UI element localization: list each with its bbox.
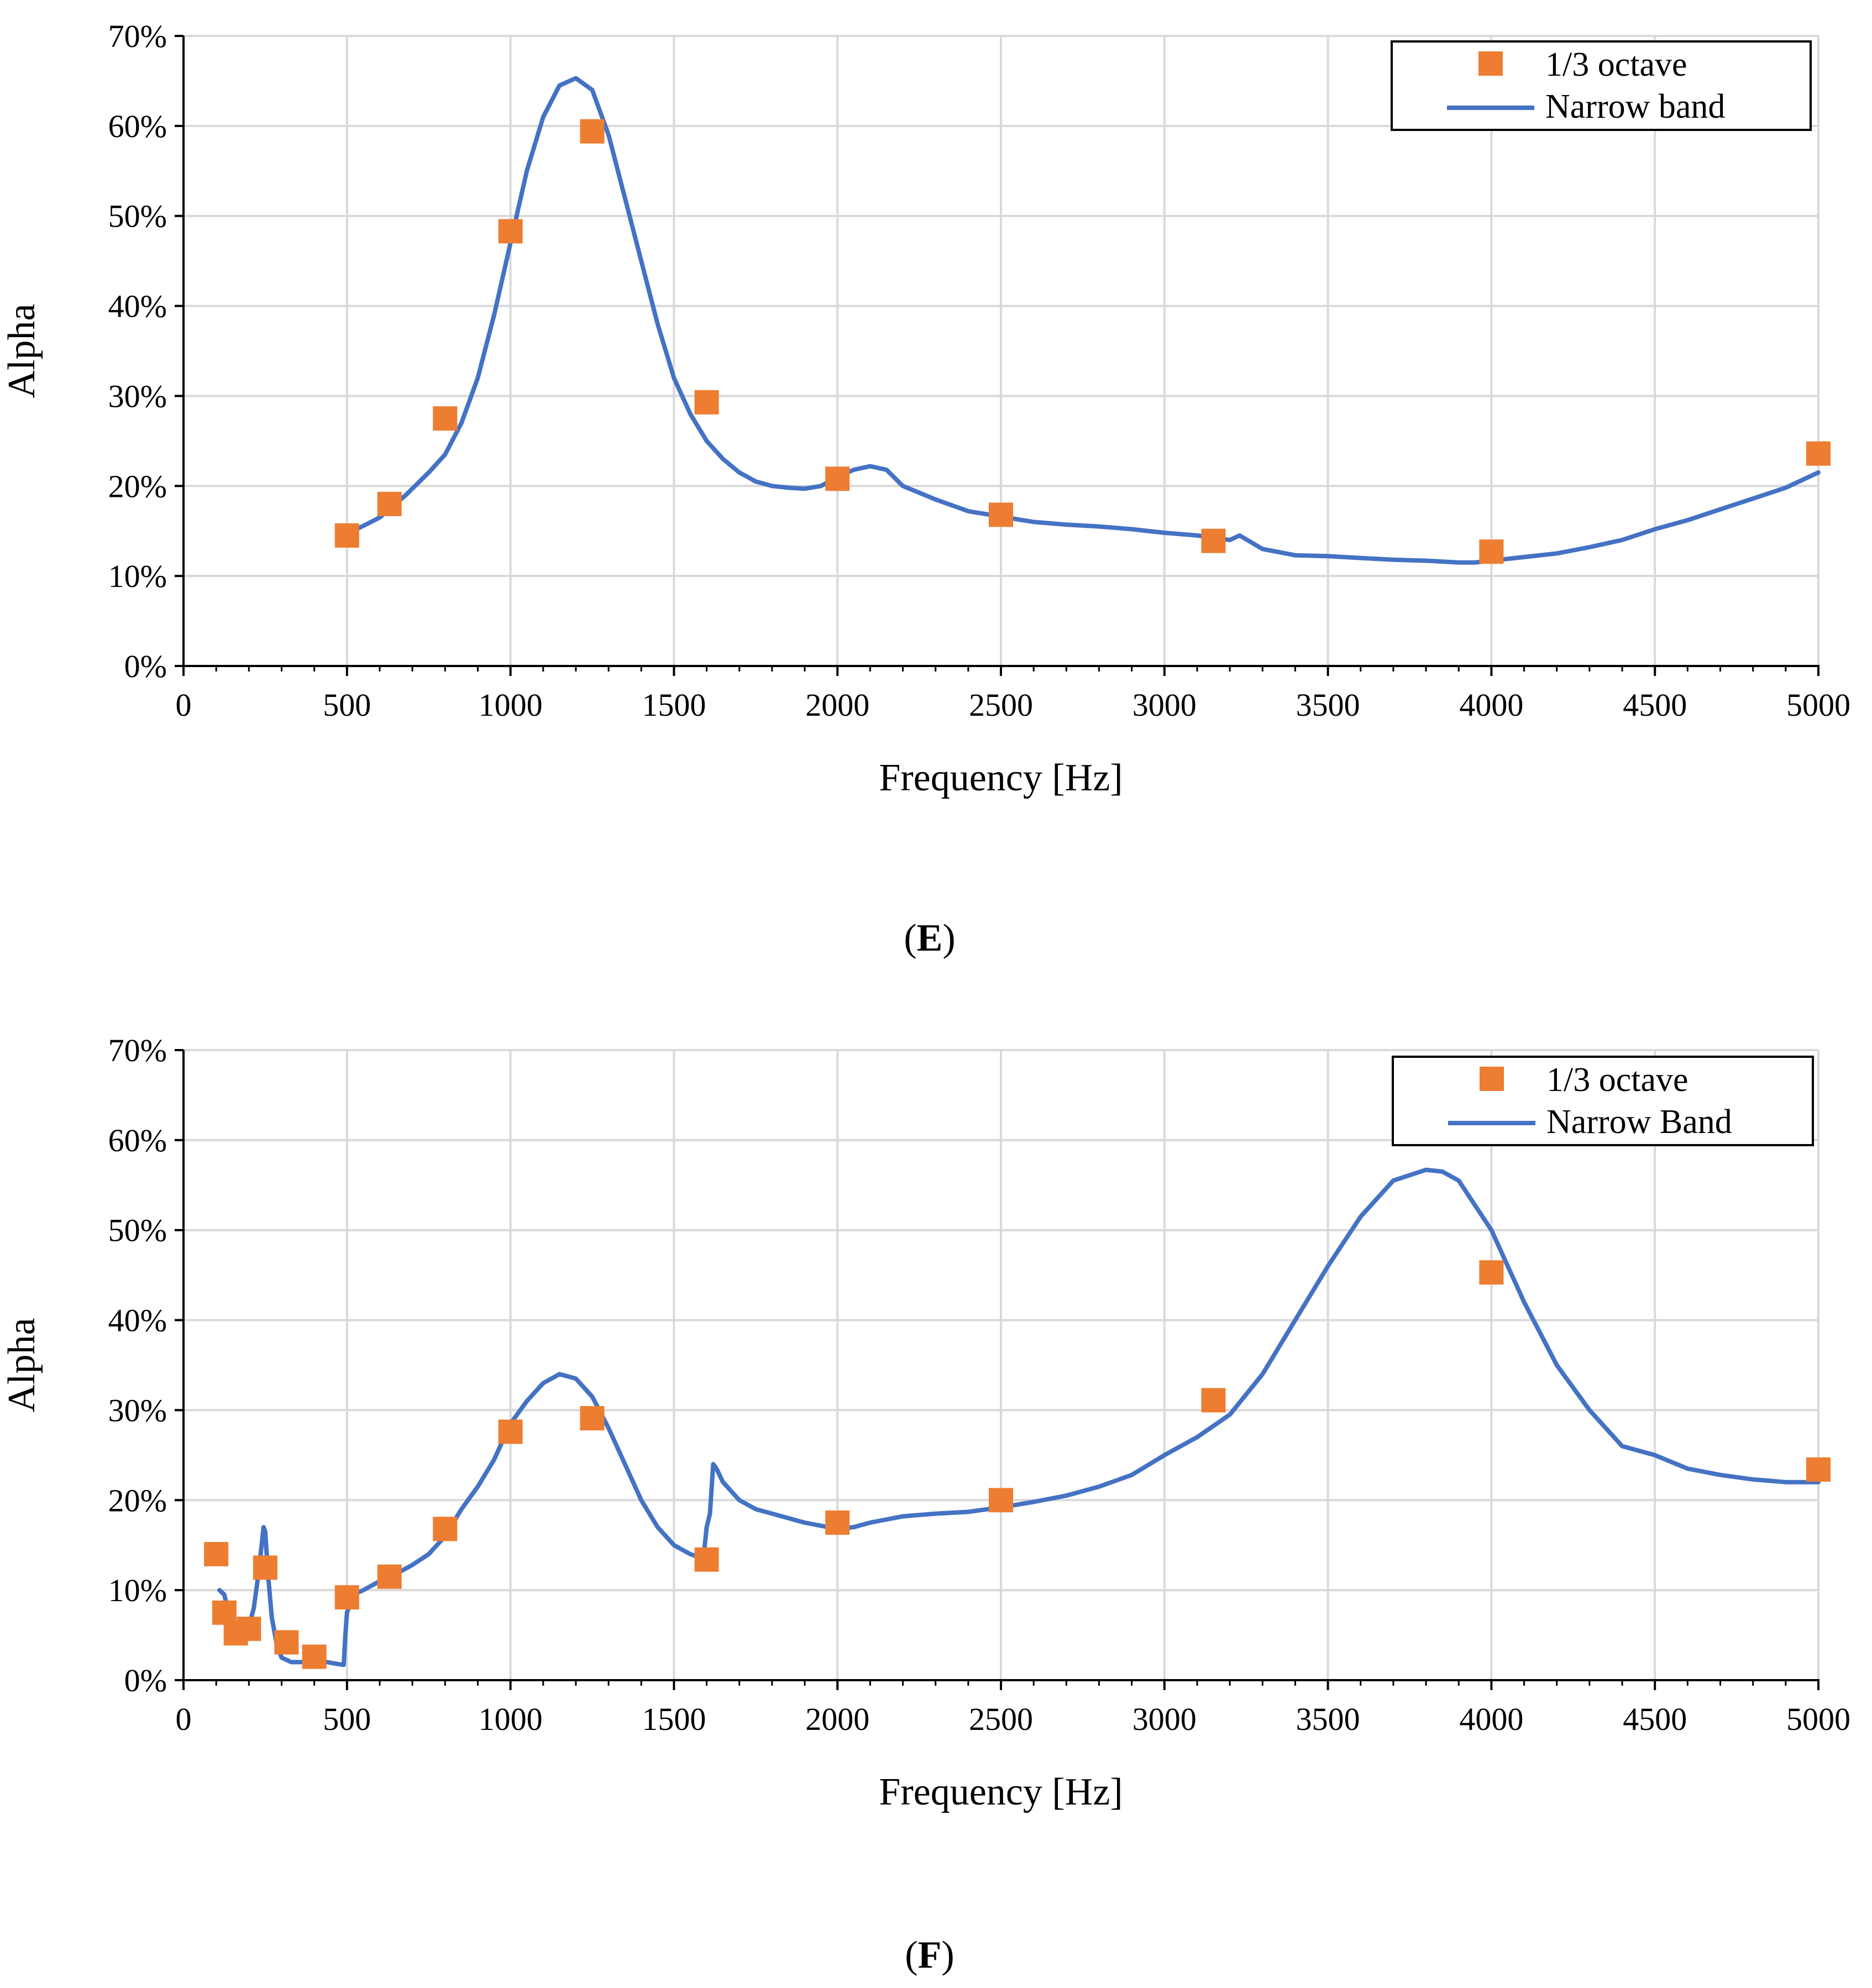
series-line-narrow-band [217,1167,1821,1667]
octave-point [498,219,523,244]
x-tick-label: 3000 [1132,1701,1197,1737]
octave-point [274,1630,299,1655]
x-tick-label: 4500 [1623,1701,1687,1737]
x-tick-label: 2500 [969,687,1033,723]
y-tick-label: 20% [108,468,167,504]
x-tick-label: 4000 [1459,687,1523,723]
octave-point [212,1600,237,1625]
y-tick-label: 60% [108,1122,167,1158]
octave-point [580,1406,605,1431]
legend-marker-octave [1478,51,1503,76]
x-tick-label: 4500 [1623,687,1687,723]
x-tick-label: 2000 [805,687,869,723]
x-tick-label: 1000 [479,687,543,723]
y-tick-label: 30% [108,378,167,414]
octave-point [989,502,1013,527]
panel-label-letter: F [918,1934,942,1976]
x-tick-label: 500 [323,1701,371,1737]
octave-point [237,1617,261,1641]
octave-point [377,1564,402,1589]
y-tick-label: 20% [108,1482,167,1518]
octave-point [694,390,719,415]
series-line-narrow-band [354,76,1821,565]
x-tick-label: 3500 [1296,1701,1360,1737]
octave-point [334,523,359,548]
y-tick-label: 10% [108,558,167,594]
y-axis-title: Alpha [1,303,43,398]
y-tick-label: 50% [108,198,167,234]
x-tick-label: 1500 [642,687,706,723]
x-tick-label: 5000 [1786,1701,1850,1737]
octave-point [204,1542,229,1566]
octave-point [694,1547,719,1572]
y-tick-label: 40% [108,289,167,324]
octave-point [1479,539,1504,564]
legend-box [1391,40,1812,131]
octave-point [1201,1388,1226,1413]
octave-point [1806,1457,1831,1482]
y-axis-title: Alpha [1,1318,43,1412]
x-axis-title: Frequency [Hz] [879,1771,1123,1813]
y-tick-label: 0% [124,1662,167,1698]
y-tick-label: 50% [108,1213,167,1249]
x-tick-label: 0 [176,687,192,723]
octave-point [334,1585,359,1610]
y-tick-label: 70% [108,1032,167,1068]
octave-point [433,406,458,431]
legend-box [1392,1056,1814,1146]
octave-point [498,1419,523,1444]
octave-point [302,1644,327,1669]
legend-label-narrow: Narrow Band [1546,1103,1732,1141]
y-tick-label: 30% [108,1392,167,1428]
octave-point [1806,441,1831,466]
x-tick-label: 2500 [969,1701,1033,1737]
x-tick-label: 5000 [1786,687,1850,723]
octave-point [433,1517,458,1541]
legend-label-narrow: Narrow band [1545,88,1725,125]
panel-label-letter: E [917,917,943,959]
x-tick-label: 3000 [1132,687,1197,723]
octave-point [377,491,402,516]
chart-panel-e: 0% 10% 20% 30% 40% 50% 60% 70% 0 500 1000 1500 2000 2… [1,18,1850,959]
x-tick-label: 4000 [1459,1701,1523,1737]
y-tick-label: 0% [124,648,167,684]
legend: 1/3 octave Narrow Band [1392,1056,1814,1146]
y-tick-label: 40% [108,1303,167,1339]
octave-point [825,1510,850,1535]
legend-label-octave: 1/3 octave [1545,46,1687,83]
x-tick-label: 1500 [642,1701,706,1737]
octave-point [580,119,605,144]
y-tick-label: 70% [108,18,167,54]
panel-label: (E) [904,917,955,959]
octave-point [825,466,850,491]
x-tick-label: 500 [323,687,371,723]
octave-point [253,1555,277,1580]
legend-marker-octave [1480,1067,1504,1091]
chart-panel-f: 0% 10% 20% 30% 40% 50% 60% 70% 0 500 1000 1500 2000 2… [1,1032,1850,1976]
x-tick-label: 2000 [805,1701,869,1737]
octave-point [1479,1260,1504,1285]
x-tick-label: 0 [176,1701,192,1737]
octave-point [989,1488,1013,1513]
y-tick-label: 60% [108,108,167,144]
octave-point [1201,528,1226,553]
x-tick-label: 3500 [1296,687,1360,723]
x-tick-label: 1000 [479,1701,543,1737]
y-tick-label: 10% [108,1572,167,1608]
x-axis-title: Frequency [Hz] [879,757,1123,799]
legend: 1/3 octave Narrow band [1391,40,1812,131]
legend-label-octave: 1/3 octave [1546,1061,1689,1099]
panel-label: (F) [905,1934,954,1976]
